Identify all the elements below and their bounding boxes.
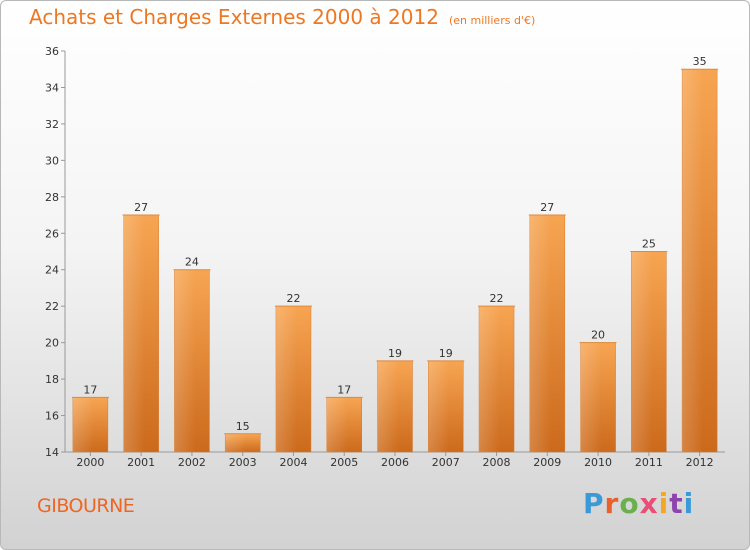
bar-highlight bbox=[123, 215, 159, 452]
axes: 14 16 18 20 22 24 26 28 30 32 34 36 2000 2001 2002 2003… bbox=[45, 45, 725, 469]
logo-letter: i bbox=[658, 487, 670, 520]
y-tick-label: 18 bbox=[45, 373, 59, 386]
bars bbox=[71, 68, 719, 453]
data-label: 17 bbox=[337, 383, 351, 396]
bar-highlight bbox=[479, 306, 515, 452]
x-tick-label: 2001 bbox=[127, 456, 155, 469]
y-tick-label: 26 bbox=[45, 227, 59, 240]
x-tick-label: 2011 bbox=[635, 456, 663, 469]
bar-highlight bbox=[428, 360, 464, 452]
bar-highlight bbox=[225, 433, 261, 452]
data-label: 15 bbox=[236, 420, 250, 433]
bar-highlight bbox=[174, 269, 210, 452]
y-tick-label: 24 bbox=[45, 264, 59, 277]
y-tick-label: 20 bbox=[45, 337, 59, 350]
logo-letter: o bbox=[619, 487, 640, 520]
bar-highlight bbox=[275, 306, 311, 452]
data-label: 35 bbox=[693, 55, 707, 68]
x-tick-label: 2012 bbox=[686, 456, 714, 469]
data-label: 22 bbox=[490, 292, 504, 305]
bar-chart: 14 16 18 20 22 24 26 28 30 32 34 36 2000 2001 2002 2003… bbox=[45, 45, 725, 469]
y-tick-label: 36 bbox=[45, 45, 59, 58]
data-label: 22 bbox=[286, 292, 300, 305]
x-tick-label: 2009 bbox=[533, 456, 561, 469]
data-label: 20 bbox=[591, 329, 605, 342]
data-label: 27 bbox=[134, 201, 148, 214]
x-tick-label: 2004 bbox=[279, 456, 307, 469]
logo-letter: t bbox=[669, 487, 684, 520]
x-tick-label: 2002 bbox=[178, 456, 206, 469]
bar-highlight bbox=[631, 251, 667, 452]
logo-letter: i bbox=[683, 487, 695, 520]
bar-highlight bbox=[580, 342, 616, 452]
data-label: 25 bbox=[642, 238, 656, 251]
logo-letter: x bbox=[639, 487, 659, 520]
x-tick-label: 2010 bbox=[584, 456, 612, 469]
bar-highlight bbox=[529, 215, 565, 452]
chart-title: Achats et Charges Externes 2000 à 2012 bbox=[29, 5, 439, 29]
logo-letter: P bbox=[583, 487, 605, 520]
data-label: 19 bbox=[439, 347, 453, 360]
city-name: GIBOURNE bbox=[37, 495, 135, 517]
data-label: 27 bbox=[540, 201, 554, 214]
y-tick-label: 14 bbox=[45, 446, 59, 459]
y-tick-label: 16 bbox=[45, 410, 59, 423]
labels: 17 27 24 15 22 17 19 19 22 27 20 25 35 bbox=[83, 55, 706, 433]
y-tick-label: 22 bbox=[45, 300, 59, 313]
bar-highlight bbox=[72, 397, 108, 452]
x-tick-label: 2007 bbox=[432, 456, 460, 469]
y-tick-label: 30 bbox=[45, 154, 59, 167]
y-tick-label: 32 bbox=[45, 118, 59, 131]
proxiti-logo: Proxiti bbox=[583, 487, 694, 520]
chart-subtitle: (en milliers d'€) bbox=[448, 14, 536, 27]
logo-letter: r bbox=[604, 487, 620, 520]
data-label: 17 bbox=[83, 383, 97, 396]
y-tick-label: 34 bbox=[45, 81, 59, 94]
bar-highlight bbox=[682, 69, 718, 453]
x-tick-label: 2008 bbox=[483, 456, 511, 469]
x-tick-label: 2005 bbox=[330, 456, 358, 469]
x-tick-label: 2000 bbox=[76, 456, 104, 469]
bar-highlight bbox=[377, 360, 413, 452]
y-tick-label: 28 bbox=[45, 191, 59, 204]
data-label: 24 bbox=[185, 256, 199, 269]
x-tick-label: 2003 bbox=[229, 456, 257, 469]
x-tick-label: 2006 bbox=[381, 456, 409, 469]
bar-highlight bbox=[326, 397, 362, 452]
data-label: 19 bbox=[388, 347, 402, 360]
title-row: Achats et Charges Externes 2000 à 2012 (e… bbox=[29, 5, 535, 29]
